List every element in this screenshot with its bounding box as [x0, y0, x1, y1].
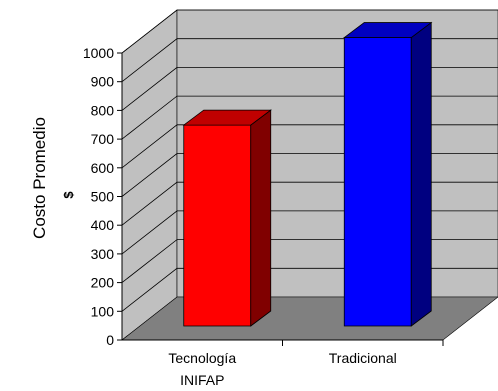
x-category-line: Tradicional [329, 350, 397, 366]
y-tick-label: 300 [91, 246, 115, 262]
y-axis-unit: $ [61, 191, 76, 199]
y-tick-label: 400 [91, 217, 115, 233]
y-tick-label: 100 [91, 303, 115, 319]
x-category-line: Tecnología [168, 350, 236, 366]
bar-side [251, 110, 271, 326]
bar-front [344, 38, 411, 326]
y-tick-label: 700 [91, 131, 115, 147]
x-category-line: INIFAP [180, 372, 224, 388]
y-tick-label: 0 [106, 332, 114, 348]
x-category-labels: Tecnología INIFAP Tradicional [168, 350, 396, 388]
chart-floor [122, 297, 498, 340]
y-tick-label: 600 [91, 160, 115, 176]
x-category-label: Tecnología INIFAP [168, 350, 236, 388]
bar-2 [344, 23, 431, 326]
bar-side [411, 23, 431, 326]
y-tick-label: 800 [91, 102, 115, 118]
x-category-label: Tradicional [329, 350, 397, 366]
floor-plane [122, 297, 498, 340]
chart-walls [122, 10, 498, 340]
y-tick-label: 900 [91, 74, 115, 90]
bar-front [184, 125, 251, 326]
y-axis-label: Costo Promedio [30, 117, 49, 239]
y-tick-labels: 0 100 200 300 400 500 600 700 800 900 1000 [83, 45, 114, 348]
bar-1 [184, 110, 271, 326]
y-tick-label: 200 [91, 275, 115, 291]
y-tick-label: 1000 [83, 45, 114, 61]
y-tick-label: 500 [91, 189, 115, 205]
